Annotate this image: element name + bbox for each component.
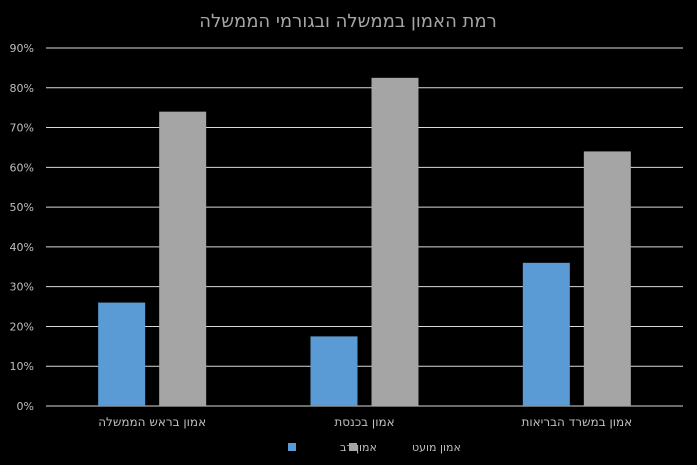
- y-tick-label: 80%: [10, 82, 34, 95]
- bars: [98, 77, 631, 407]
- legend-label: אמון רב: [340, 441, 377, 454]
- y-tick-label: 40%: [10, 241, 34, 254]
- bar-low-trust-2: [583, 151, 631, 406]
- legend-label: אמון מועט: [412, 441, 461, 454]
- bar-high-trust-2: [522, 262, 570, 406]
- y-tick-label: 70%: [10, 122, 34, 135]
- y-tick-label: 60%: [10, 161, 34, 174]
- y-tick-label: 30%: [10, 281, 34, 294]
- legend: אמון רב אמון מועט: [288, 441, 461, 454]
- x-axis-categories: אמון בראש הממשלה אמון בכנסת אמון במשרד הבר…: [98, 415, 632, 429]
- x-category-label: אמון במשרד הבריאות: [521, 415, 632, 429]
- x-category-label: אמון בכנסת: [334, 415, 394, 429]
- y-tick-label: 50%: [10, 201, 34, 214]
- y-tick-label: 90%: [10, 42, 34, 55]
- y-tick-label: 10%: [10, 360, 34, 373]
- y-tick-label: 20%: [10, 320, 34, 333]
- bar-high-trust-0: [98, 302, 146, 406]
- bar-high-trust-1: [310, 336, 358, 406]
- y-axis-ticks: 0% 10% 20% 30% 40% 50% 60% 70% 80% 90%: [10, 42, 34, 413]
- bar-low-trust-0: [159, 111, 207, 407]
- y-tick-label: 0%: [17, 400, 34, 413]
- x-category-label: אמון בראש הממשלה: [98, 415, 206, 429]
- bar-low-trust-1: [371, 77, 419, 406]
- gridlines: [46, 47, 683, 407]
- legend-swatch: [349, 443, 357, 451]
- chart-title: רמת האמון בממשלה ובגורמי הממשלה: [199, 11, 497, 32]
- legend-swatch: [288, 443, 296, 451]
